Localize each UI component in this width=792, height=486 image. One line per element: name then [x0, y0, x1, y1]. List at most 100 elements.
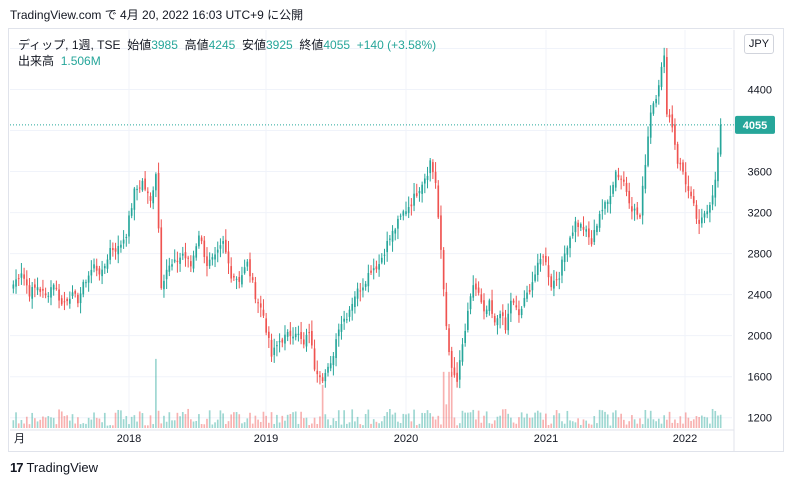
- volume-bar: [198, 414, 200, 428]
- candle-body: [512, 300, 515, 303]
- volume-bar: [429, 413, 432, 428]
- candle-body: [316, 370, 319, 375]
- change-value: +140 (+3.58%): [356, 38, 437, 52]
- volume-bar: [545, 413, 547, 428]
- candle-body: [717, 152, 719, 182]
- volume-bar: [259, 421, 262, 428]
- candle-body: [456, 372, 458, 382]
- candle-body: [367, 272, 370, 287]
- volume-bar: [179, 416, 181, 428]
- volume-bar: [714, 410, 717, 428]
- symbol-label: ディップ, 1週, TSE: [18, 38, 121, 52]
- y-tick-label: 1200: [748, 413, 772, 425]
- volume-bar: [563, 423, 566, 428]
- candle-body: [623, 179, 625, 182]
- candle-body: [415, 193, 418, 196]
- candle-body: [52, 284, 55, 290]
- volume-bar: [571, 421, 574, 428]
- candle-body: [302, 339, 305, 345]
- volume-bar: [289, 413, 292, 428]
- high-label: 高値: [184, 38, 209, 52]
- volume-bar: [270, 412, 273, 428]
- volume-bar: [623, 419, 625, 428]
- volume-bar: [337, 410, 340, 428]
- candle-body: [410, 204, 413, 207]
- volume-bar: [391, 414, 394, 428]
- candle-body: [434, 171, 437, 183]
- candle-body: [472, 285, 475, 298]
- candle-body: [294, 333, 297, 338]
- volume-bar: [157, 410, 160, 428]
- volume-bar: [305, 417, 308, 428]
- candle-body: [66, 299, 68, 302]
- volume-bar: [666, 419, 668, 428]
- volume-bar: [163, 415, 165, 428]
- brand-logo: 17 TradingView: [10, 460, 98, 475]
- volume-bar: [407, 413, 410, 428]
- candle-body: [593, 230, 596, 242]
- volume-bar: [144, 425, 146, 428]
- volume-bar: [55, 424, 58, 428]
- volume-bar: [31, 412, 34, 428]
- volume-bar: [87, 417, 90, 428]
- volume-bar: [593, 416, 596, 428]
- volume-bar: [216, 419, 219, 428]
- volume-bar: [383, 415, 386, 428]
- volume-bar: [300, 411, 302, 428]
- candle-body: [588, 228, 590, 238]
- volume-bar: [692, 419, 695, 428]
- volume-bar: [378, 423, 380, 428]
- volume-bar: [273, 423, 276, 428]
- x-tick-label: 月: [14, 433, 25, 445]
- volume-bar: [582, 419, 585, 428]
- candle-body: [579, 224, 582, 228]
- candle-body: [528, 289, 531, 292]
- candle-body: [259, 303, 262, 308]
- candle-body: [510, 300, 512, 314]
- volume-bar: [464, 412, 466, 428]
- candle-body: [311, 330, 313, 346]
- x-tick-label: 2018: [117, 433, 141, 445]
- candle-body: [262, 309, 265, 316]
- volume-bar: [262, 411, 265, 428]
- volume-bar: [286, 414, 289, 428]
- volume-bar: [625, 424, 628, 428]
- candle-body: [359, 290, 362, 292]
- candle-body: [477, 287, 480, 293]
- currency-button[interactable]: JPY: [744, 34, 774, 54]
- candle-body: [703, 213, 706, 218]
- volume-bar: [184, 414, 187, 428]
- volume-bar: [173, 420, 176, 428]
- volume-bar: [676, 423, 679, 428]
- volume-bar: [222, 413, 224, 428]
- open-value: 3985: [151, 38, 178, 52]
- volume-bar: [20, 419, 23, 428]
- candle-body: [620, 178, 622, 180]
- candle-body: [348, 309, 351, 317]
- volume-bar: [302, 418, 305, 428]
- candle-body: [663, 55, 666, 67]
- candle-body: [42, 288, 44, 291]
- volume-bar: [483, 415, 485, 428]
- candle-body: [545, 255, 547, 263]
- volume-bar: [380, 421, 383, 428]
- candle-body: [58, 289, 60, 301]
- chart-panel[interactable]: [8, 28, 784, 452]
- candle-body: [649, 112, 652, 138]
- volume-bar: [372, 419, 375, 428]
- candle-body: [68, 298, 71, 304]
- candle-body: [173, 259, 176, 262]
- volume-bar: [82, 423, 85, 428]
- candle-body: [499, 313, 501, 319]
- candle-body: [171, 264, 173, 267]
- volume-bar: [698, 416, 700, 428]
- volume-bar: [101, 422, 103, 428]
- volume-bar: [28, 424, 31, 428]
- volume-bar: [574, 422, 577, 428]
- volume-bar: [90, 419, 93, 428]
- candle-body: [276, 345, 278, 347]
- volume-bar: [445, 404, 448, 428]
- candle-body: [230, 266, 233, 279]
- candle-body: [98, 268, 101, 275]
